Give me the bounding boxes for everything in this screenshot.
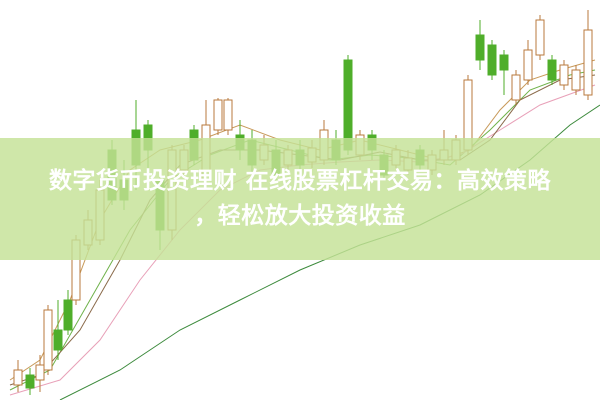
- candle-up: [571, 69, 581, 91]
- headline-banner: [0, 138, 600, 260]
- candle-up: [511, 74, 521, 101]
- candle-up: [583, 29, 593, 96]
- candle-down: [499, 54, 509, 71]
- candle-down: [487, 44, 497, 76]
- candle-down: [343, 59, 353, 151]
- candle-down: [53, 329, 63, 351]
- candle-down: [25, 374, 35, 389]
- headline-line-2: ，轻松放大投资收益: [194, 203, 406, 229]
- candle-up: [213, 99, 223, 131]
- candle-up: [535, 19, 545, 56]
- candle-up: [35, 364, 45, 381]
- candle-down: [63, 299, 73, 331]
- headline: 数字货币投资理财 在线股票杠杆交易：高效策略 ，轻松放大投资收益: [0, 164, 600, 234]
- candle-down: [547, 59, 557, 81]
- candle-up: [13, 369, 23, 386]
- candle-up: [223, 99, 233, 131]
- candle-up: [43, 309, 53, 371]
- candle-up: [523, 49, 533, 81]
- candle-down: [475, 34, 485, 61]
- headline-line-1: 数字货币投资理财 在线股票杠杆交易：高效策略: [48, 168, 551, 194]
- candle-up: [559, 64, 569, 86]
